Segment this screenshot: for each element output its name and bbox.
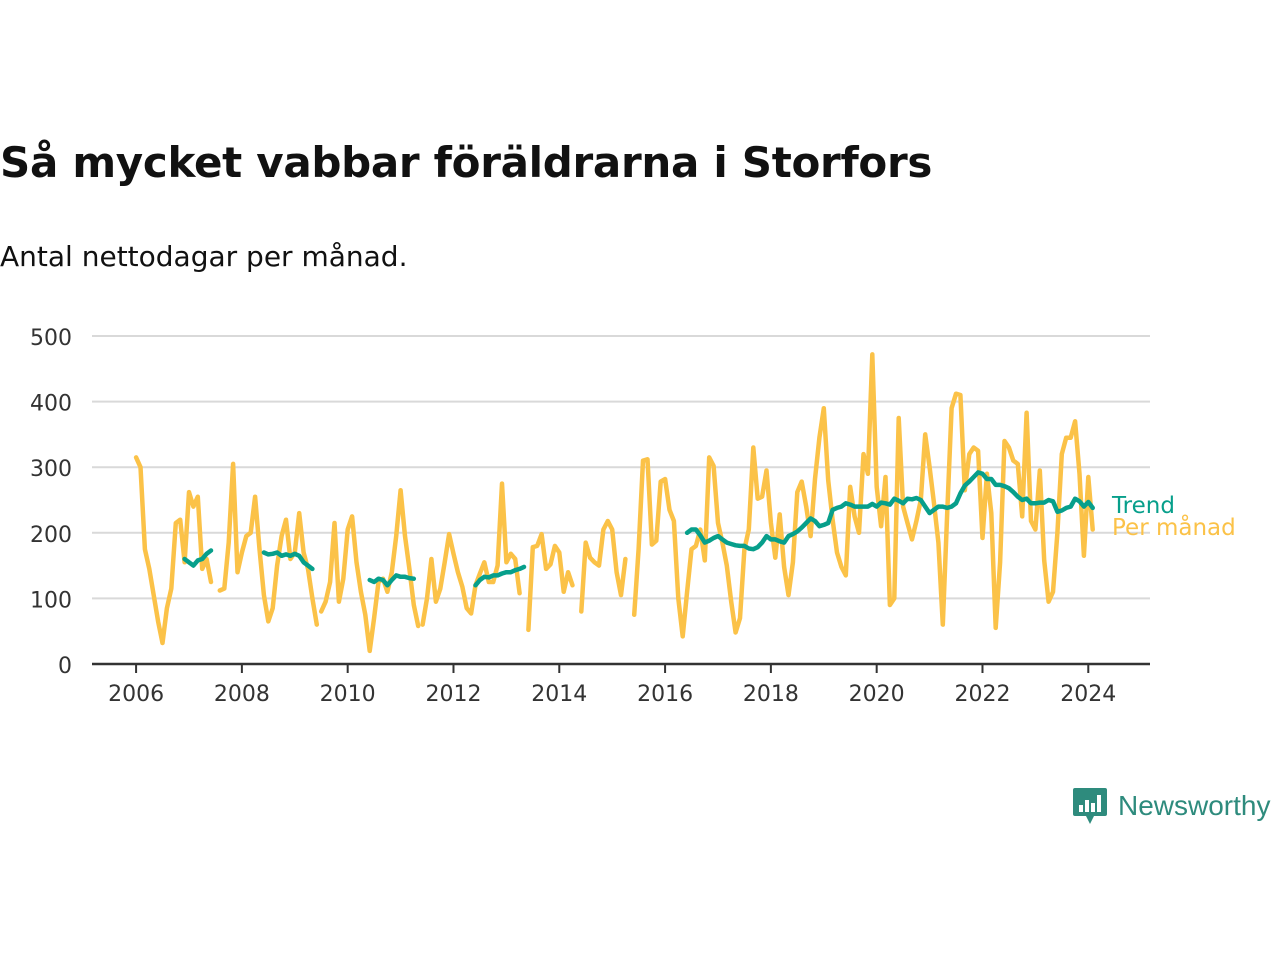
brand: Newsworthy [1072,786,1270,826]
series-trend-segment-1 [261,550,315,572]
y-tick-label: 200 [30,523,72,548]
x-tick-label: 2008 [214,682,270,707]
y-axis-ticks: 0 100 200 300 400 500 [30,326,72,679]
newsworthy-logo-icon [1073,788,1107,824]
brand-name: Newsworthy [1118,790,1271,821]
y-tick-label: 300 [30,457,72,482]
series-per-m-nad-segment-6 [631,352,1095,639]
series-trend-segment-4 [684,470,1095,552]
x-tick-label: 2024 [1060,682,1116,707]
x-tick-label: 2016 [637,682,693,707]
chart-title: Så mycket vabbar föräldrarna i Storfors [0,138,933,187]
series-per-m-nad-segment-1 [217,461,320,627]
series-per-m-nad-segment-2 [318,487,421,654]
x-tick-label: 2010 [320,682,376,707]
series-per-m-nad-segment-4 [526,531,575,633]
x-tick-label: 2022 [954,682,1010,707]
series-per-m-nad-segment-0 [133,455,214,646]
x-tick-label: 2012 [425,682,481,707]
series-trend-segment-0 [182,548,214,568]
y-tick-label: 0 [58,654,72,679]
chart-subtitle: Antal nettodagar per månad. [0,240,408,273]
legend-label-per-m-nad: Per månad [1112,513,1236,541]
series-per-m-nad-segment-3 [420,481,522,627]
x-tick-label: 2018 [743,682,799,707]
series-lines [133,352,1095,654]
series-trend-segment-3 [473,564,527,588]
legend-label-trend: Trend [1111,493,1175,519]
y-tick-label: 100 [30,588,72,613]
x-axis-ticks: 2006 2008 2010 2012 2014 2016 2018 2020 2022 2024 [92,662,1150,707]
grid-lines [92,335,1150,600]
x-tick-label: 2014 [531,682,587,707]
y-tick-label: 400 [30,392,72,417]
x-tick-label: 2006 [108,682,164,707]
series-per-m-nad-segment-5 [579,518,628,614]
y-tick-label: 500 [30,326,72,351]
x-tick-label: 2020 [849,682,905,707]
series-trend-segment-2 [367,573,417,588]
